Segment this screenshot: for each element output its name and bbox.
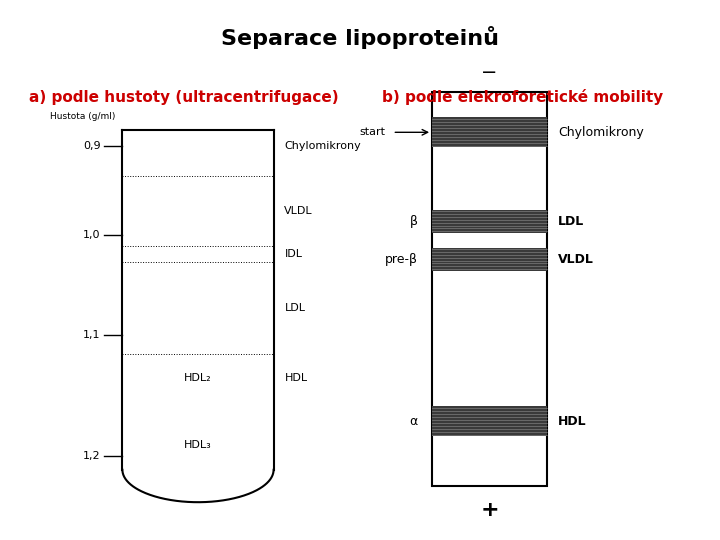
Bar [432, 92, 547, 486]
Text: LDL: LDL [284, 303, 305, 313]
Text: pre-β: pre-β [384, 253, 418, 266]
Text: HDL: HDL [558, 415, 587, 428]
Text: Chylomikrony: Chylomikrony [284, 141, 361, 151]
Text: Hustota (g/ml): Hustota (g/ml) [50, 112, 115, 120]
Text: HDL₃: HDL₃ [184, 441, 212, 450]
Text: HDL: HDL [284, 373, 307, 383]
Bar [432, 406, 547, 436]
Text: b) podle elekroforetické mobility: b) podle elekroforetické mobility [382, 89, 663, 105]
Polygon shape [122, 130, 274, 502]
Text: IDL: IDL [284, 249, 302, 259]
Text: HDL₂: HDL₂ [184, 373, 212, 383]
Text: VLDL: VLDL [284, 206, 313, 215]
Text: Chylomikrony: Chylomikrony [558, 126, 644, 139]
Text: 1,0: 1,0 [84, 230, 101, 240]
Text: −: − [482, 63, 498, 83]
Text: start: start [359, 127, 385, 137]
Bar [432, 210, 547, 233]
Text: +: + [480, 500, 499, 521]
Text: α: α [410, 415, 418, 428]
Bar [432, 248, 547, 271]
Text: 1,1: 1,1 [84, 330, 101, 340]
Text: 0,9: 0,9 [84, 141, 101, 151]
Text: LDL: LDL [558, 215, 584, 228]
Text: Separace lipoproteinů: Separace lipoproteinů [221, 26, 499, 49]
Text: a) podle hustoty (ultracentrifugace): a) podle hustoty (ultracentrifugace) [29, 90, 338, 105]
Bar [432, 117, 547, 147]
Text: 1,2: 1,2 [84, 451, 101, 461]
Text: VLDL: VLDL [558, 253, 594, 266]
Text: β: β [410, 215, 418, 228]
